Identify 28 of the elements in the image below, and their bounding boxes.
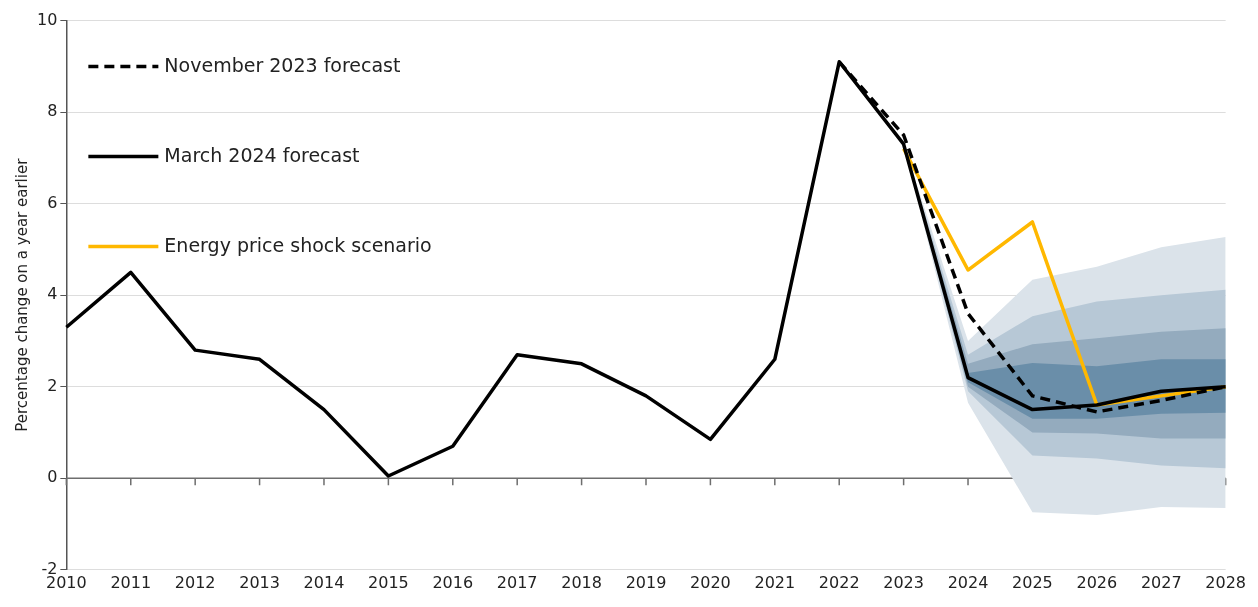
x-tick-label: 2013 [239, 572, 280, 592]
y-tick-label: 10 [37, 9, 58, 29]
x-tick-label: 2017 [496, 572, 538, 592]
y-tick-label: 0 [47, 467, 58, 487]
x-tick-label: 2028 [1205, 572, 1246, 592]
y-tick-label: 8 [47, 101, 58, 121]
x-tick-label: 2022 [818, 572, 860, 592]
y-tick-label: 2 [47, 375, 58, 395]
y-tick-label: 4 [47, 284, 58, 304]
legend-label: Energy price shock scenario [164, 233, 432, 256]
y-axis-title: Percentage change on a year earlier [12, 157, 31, 432]
x-tick-label: 2023 [883, 572, 924, 592]
x-tick-label: 2016 [432, 572, 474, 592]
x-tick-label: 2027 [1140, 572, 1182, 592]
legend-label: November 2023 forecast [164, 53, 401, 76]
x-tick-label: 2020 [690, 572, 731, 592]
x-tick-label: 2019 [625, 572, 667, 592]
x-tick-label: 2025 [1012, 572, 1053, 592]
x-tick-label: 2014 [303, 572, 345, 592]
x-tick-label: 2015 [368, 572, 409, 592]
x-tick-label: 2021 [754, 572, 796, 592]
x-tick-label: 2024 [947, 572, 989, 592]
x-tick-label: 2012 [174, 572, 216, 592]
x-tick-label: 2018 [561, 572, 602, 592]
x-tick-label: 2026 [1076, 572, 1118, 592]
y-tick-label: 6 [47, 192, 58, 212]
legend-label: March 2024 forecast [164, 143, 360, 166]
x-tick-label: 2011 [110, 572, 152, 592]
